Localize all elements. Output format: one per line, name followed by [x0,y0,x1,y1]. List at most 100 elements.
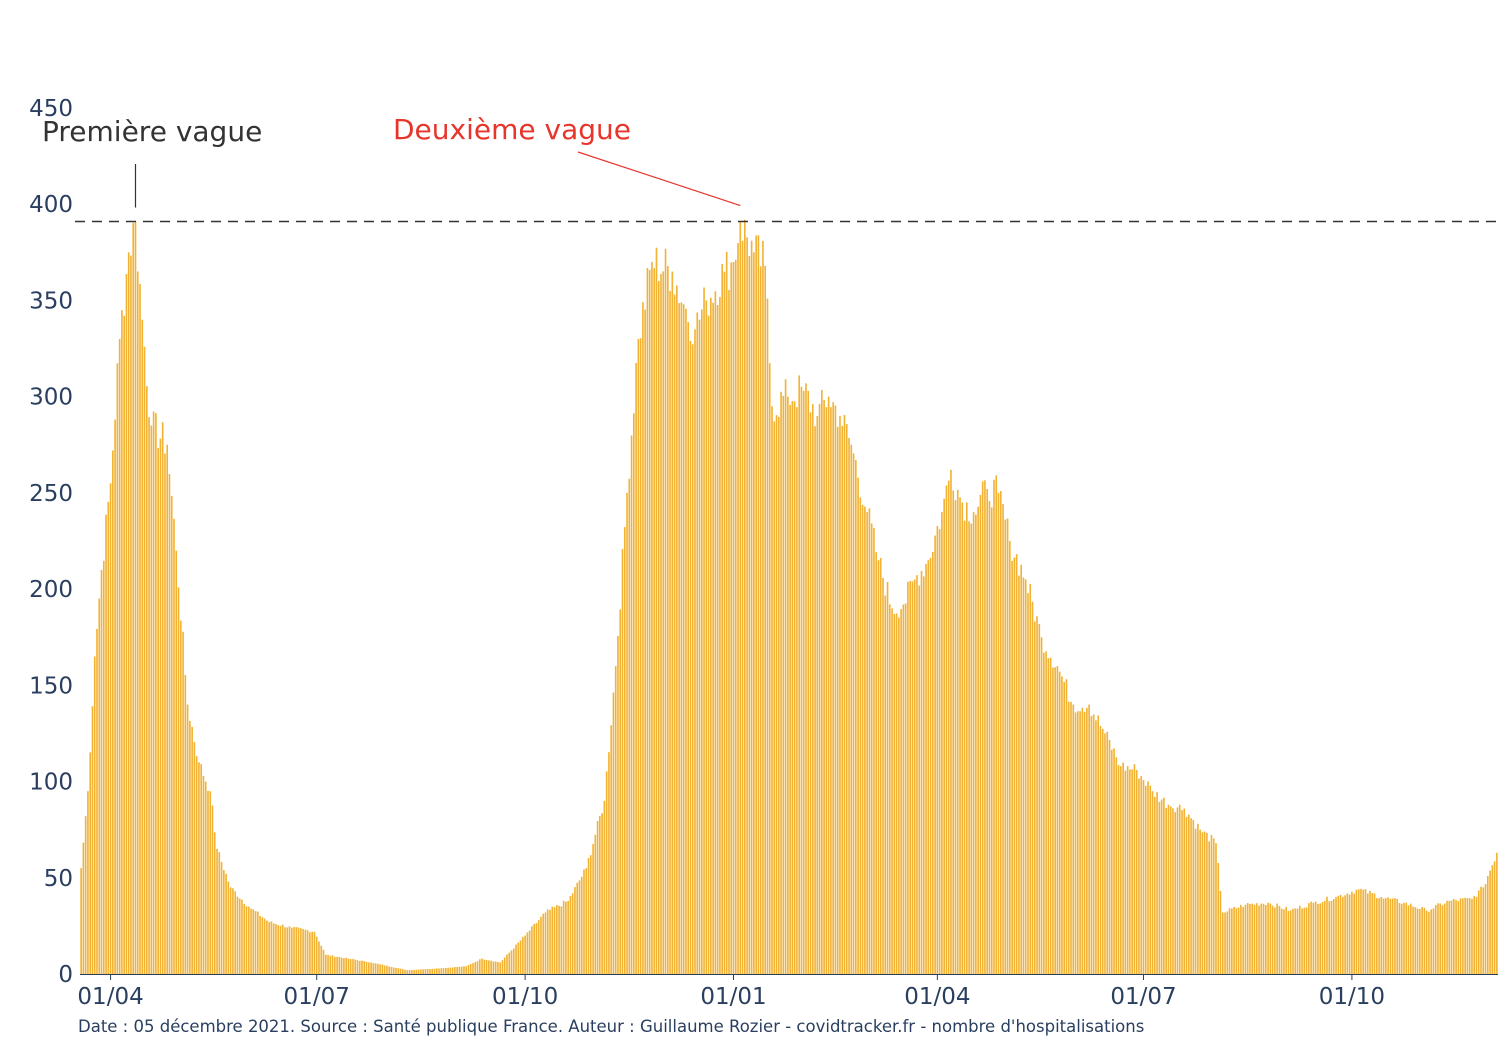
bar [850,444,853,974]
bar [474,962,477,974]
bar [343,958,345,974]
bar [925,563,927,974]
bar [476,961,479,974]
bar [1294,908,1297,974]
bar [100,569,103,974]
bar [841,425,844,974]
bar [1466,898,1469,974]
bar [309,932,311,974]
bar [429,969,431,974]
bar [959,497,961,974]
bar [1052,667,1054,974]
bar [1043,652,1045,974]
bar [1231,908,1233,974]
bar [107,501,110,974]
bar [1095,720,1097,974]
bar [1031,601,1034,974]
bar [365,961,368,974]
bar [499,962,501,974]
bar [1419,909,1421,974]
bar [1303,907,1306,974]
bar [1106,731,1109,974]
bar [1056,666,1059,974]
bar [1215,843,1217,974]
bar-series [80,219,1498,975]
bar [80,868,82,974]
bar [633,413,635,975]
bar [204,781,207,974]
bar [553,907,556,974]
bar [281,924,284,974]
bar [304,929,307,974]
bar [1389,898,1392,974]
bar [825,407,828,974]
bar [540,916,542,974]
bar [1267,902,1269,974]
bar [458,966,461,974]
bar [1090,716,1093,974]
bar [1305,907,1308,974]
bar [1237,907,1240,974]
bar [1258,905,1260,974]
bar [1151,791,1154,974]
bar [569,895,572,974]
bar [759,266,762,974]
bar [1265,905,1267,974]
bar [1079,711,1081,974]
bar [109,483,112,974]
bar [472,963,474,974]
bar [1208,841,1210,974]
bar [947,480,950,974]
bar [592,844,594,974]
bar [900,609,902,974]
bar [293,927,295,974]
bar [1326,896,1328,974]
bar [406,970,409,974]
bar [1201,832,1204,974]
bar [979,494,982,974]
bar [150,425,153,974]
bar [1425,910,1428,974]
bar [198,762,200,974]
bar [424,969,427,974]
x-tick-label: 01/07 [284,984,350,1010]
bar [141,319,144,974]
bar [1047,658,1050,974]
bar [1219,890,1222,974]
bar [864,506,866,974]
bar [1092,714,1095,974]
bar [1423,907,1426,974]
bar [766,298,769,974]
bar [1224,912,1226,974]
bar [728,290,730,975]
bar [673,294,676,974]
bar [1486,876,1489,974]
bar [734,259,737,975]
bar [1244,904,1247,974]
bar [84,816,87,974]
bar [1176,807,1179,974]
bar [626,492,628,974]
bar [102,560,105,974]
bar [1348,894,1351,974]
bar [379,964,381,974]
bar [528,930,531,974]
y-tick-label: 400 [29,192,73,218]
bar [1104,733,1106,974]
bar [848,437,850,975]
bar [721,264,723,974]
bar [988,501,991,974]
bar [599,815,601,974]
bar [1070,701,1072,974]
bar [383,965,386,974]
bar [818,403,821,975]
bar [1339,894,1342,974]
bar [578,880,581,974]
bar [1013,557,1016,974]
bar [193,742,196,974]
bar [907,581,909,974]
bar [839,415,841,974]
bar [1147,781,1149,974]
bar [1473,896,1476,974]
bar [284,927,286,974]
